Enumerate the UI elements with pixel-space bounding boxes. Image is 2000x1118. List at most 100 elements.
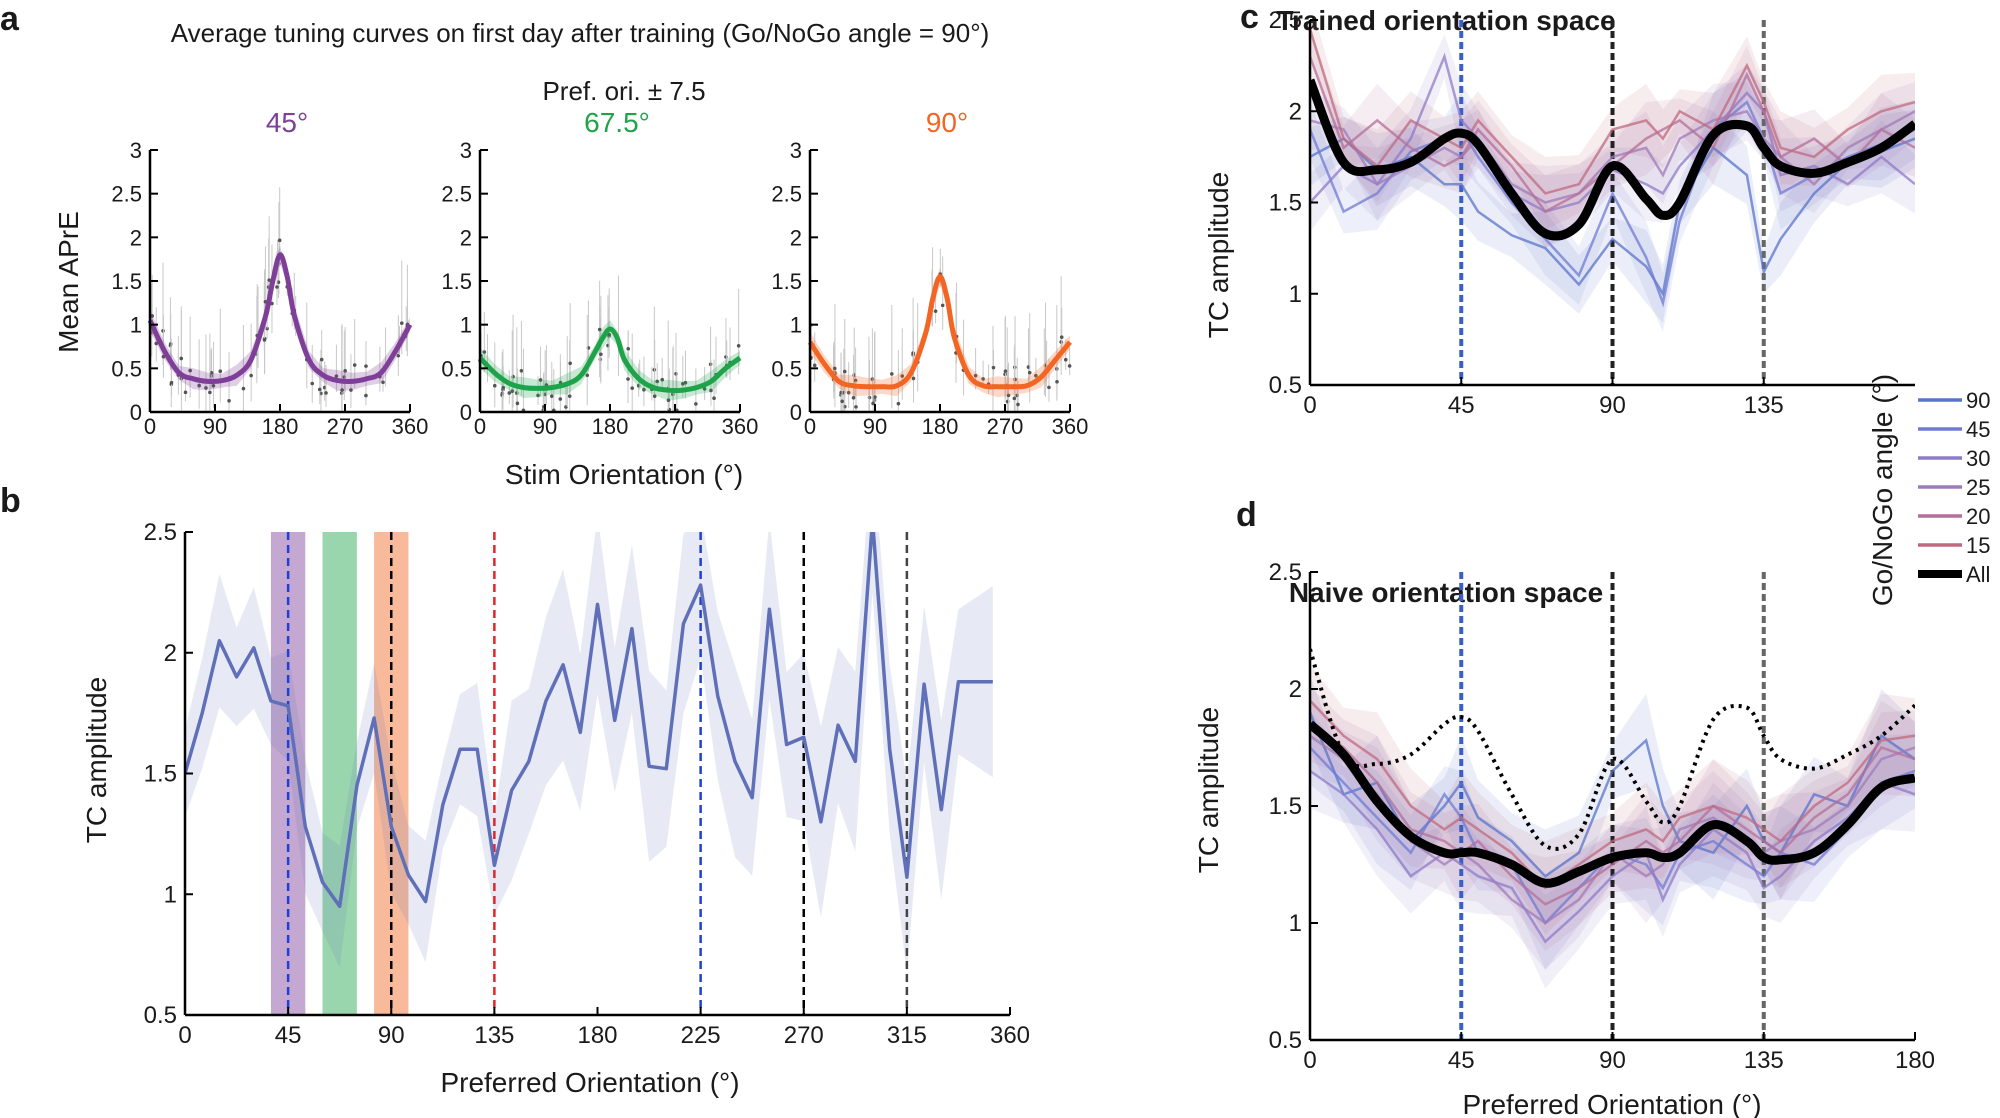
d-x-tick-label: 90	[1599, 1047, 1626, 1074]
series-angle-15	[1310, 699, 1915, 890]
c-y-tick-label: 0.5	[1269, 372, 1302, 399]
band-angle-20	[1310, 27, 1915, 249]
trial-point	[399, 321, 404, 325]
panel-d-letter: d	[1236, 496, 1257, 534]
trial-point	[204, 386, 208, 390]
subplot-90: 0 90 180 270 360 0 0.5 1 1.5 2 2.5 3	[771, 138, 1088, 439]
a2-y-tick-label: 1	[460, 313, 472, 338]
trial-point	[1063, 357, 1068, 362]
a1-y-tick-label: 0	[130, 400, 142, 425]
trial-point	[853, 378, 858, 383]
trial-point	[183, 390, 188, 395]
d-y-tick-label: 1	[1289, 910, 1302, 937]
panel-d-xlabel: Preferred Orientation (°)	[1462, 1089, 1761, 1118]
trial-point	[900, 374, 905, 378]
trial-point	[249, 373, 253, 378]
c-x-tick-label: 45	[1448, 392, 1475, 419]
trial-point	[666, 398, 671, 403]
a2-x-tick-label: 270	[657, 414, 694, 439]
highlight-region-67-5	[322, 532, 357, 1015]
trial-point	[890, 372, 894, 376]
b-x-tick-label: 135	[474, 1022, 514, 1049]
a3-x-tick-label: 90	[863, 414, 887, 439]
trial-point	[933, 309, 938, 313]
d-x-tick-label: 135	[1744, 1047, 1784, 1074]
subplot-45: 0 90 180 270 360 0 0.5 1 1.5 2 2.5 3	[111, 138, 428, 439]
series-angle-90	[1310, 137, 1915, 298]
trial-point	[227, 399, 231, 403]
a2-y-tick-label: 0.5	[441, 356, 472, 381]
trial-point	[209, 370, 214, 375]
trial-point	[630, 386, 635, 390]
a2-x-tick-label: 180	[592, 414, 629, 439]
trial-point	[310, 381, 315, 386]
panel-b-plot: 0 45 90 135 180 225 270 315 360 0.5 1 1.5 2 2.5	[144, 519, 1030, 1049]
subplot-67-5: 0 90 180 270 360 0 0.5 1 1.5 2 2.5 3	[441, 138, 758, 439]
b-x-tick-label: 315	[887, 1022, 927, 1049]
panel-d-title: Naive orientation space	[1289, 577, 1603, 608]
a2-y-tick-label: 2	[460, 225, 472, 250]
legend-label-15: 15	[1966, 533, 1990, 558]
a1-x-tick-label: 90	[203, 414, 227, 439]
c-x-tick-label: 135	[1744, 392, 1784, 419]
a1-y-tick-label: 2	[130, 225, 142, 250]
trial-point	[317, 387, 322, 392]
panel-b-xlabel: Preferred Orientation (°)	[440, 1067, 739, 1098]
trial-point	[340, 388, 344, 392]
a3-x-tick-label: 270	[987, 414, 1024, 439]
b-x-tick-label: 225	[681, 1022, 721, 1049]
trial-point	[607, 332, 612, 337]
trial-point	[267, 278, 271, 282]
a3-x-tick-label: 0	[804, 414, 816, 439]
b-y-tick-label: 2.5	[144, 519, 177, 546]
b-y-tick-label: 1.5	[144, 761, 177, 788]
trial-point	[262, 338, 267, 342]
trial-point	[538, 378, 543, 382]
panel-b: b TC amplitude Preferred Orientation (°)…	[0, 482, 1030, 1098]
a1-y-tick-label: 0.5	[111, 356, 142, 381]
legend-label-30: 30	[1966, 446, 1990, 471]
fit-curve-45	[147, 252, 413, 385]
trial-point	[1003, 369, 1008, 373]
a1-y-tick-label: 1	[130, 313, 142, 338]
c-x-tick-label: 90	[1599, 392, 1626, 419]
a1-x-tick-label: 0	[144, 414, 156, 439]
trial-point	[1059, 340, 1063, 344]
trial-point	[364, 364, 368, 368]
a3-y-tick-label: 1.5	[771, 269, 802, 294]
trial-point	[265, 326, 269, 331]
trial-point	[1067, 364, 1072, 368]
a2-y-tick-label: 3	[460, 138, 472, 163]
trial-point	[585, 373, 590, 378]
b-x-tick-label: 45	[275, 1022, 302, 1049]
trial-point	[364, 393, 368, 398]
a3-y-tick-label: 3	[790, 138, 802, 163]
trial-point	[1055, 379, 1059, 384]
b-x-tick-label: 360	[990, 1022, 1030, 1049]
trial-point	[150, 314, 154, 318]
trial-point	[652, 394, 657, 399]
trial-point	[188, 368, 192, 373]
trial-point	[169, 380, 174, 385]
trial-point	[873, 395, 877, 399]
a1-x-tick-label: 270	[327, 414, 364, 439]
trial-point	[1016, 402, 1020, 407]
series-all	[1310, 720, 1915, 888]
trial-point	[598, 357, 603, 362]
b-x-tick-label: 180	[577, 1022, 617, 1049]
trial-point	[1027, 370, 1032, 375]
trial-point	[991, 365, 996, 370]
trial-point	[168, 342, 173, 346]
b-x-tick-label: 270	[784, 1022, 824, 1049]
panel-a: a Average tuning curves on first day aft…	[0, 0, 1088, 490]
trial-point	[736, 344, 741, 348]
trial-point	[567, 394, 572, 398]
a2-x-tick-label: 0	[474, 414, 486, 439]
trial-point	[179, 356, 184, 361]
b-y-tick-label: 1	[164, 881, 177, 908]
tc-amplitude-trace	[185, 532, 993, 909]
panel-c-ylabel: TC amplitude	[1203, 172, 1234, 339]
subplot-label-90: 90°	[926, 107, 968, 138]
panel-a-letter: a	[0, 0, 20, 38]
panel-b-ylabel: TC amplitude	[81, 677, 112, 844]
